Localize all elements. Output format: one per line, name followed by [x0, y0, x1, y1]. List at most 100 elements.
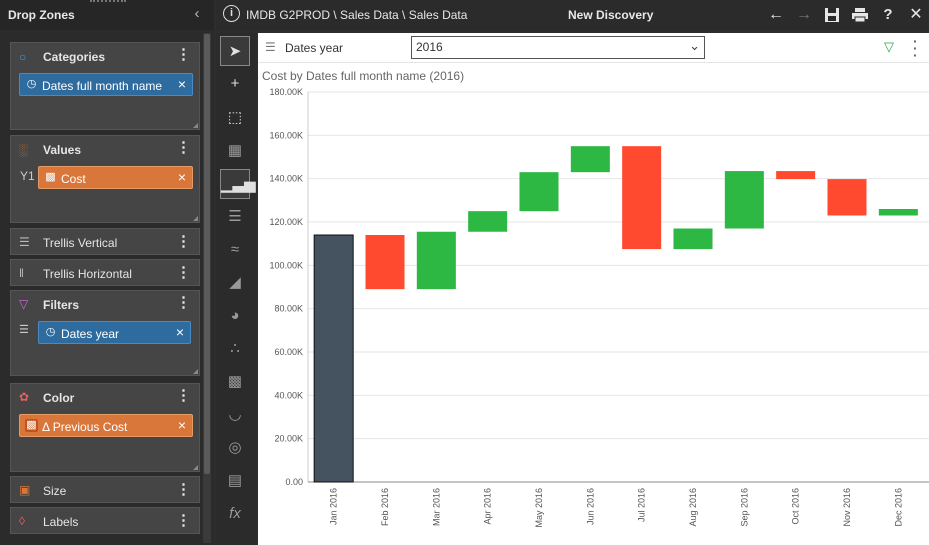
resize-corner — [193, 123, 198, 128]
waterfall-bar — [468, 211, 508, 232]
values-zone[interactable]: ░ Values ⋮ Y1 ▩ Cost × — [10, 135, 200, 223]
pivot-table-icon[interactable]: ▤ — [227, 472, 243, 489]
filters-menu-icon[interactable]: ⋮ — [176, 294, 191, 311]
size-label: Size — [43, 484, 67, 498]
bar-chart-icon[interactable]: ☰ — [228, 208, 242, 225]
tag-icon: ◊ — [19, 514, 25, 528]
trellis-horizontal-zone[interactable]: ‖ Trellis Horizontal ⋮ — [10, 259, 200, 286]
year-select[interactable]: 2016 ⌄ — [411, 36, 705, 59]
main-canvas: ☰ Dates year 2016 ⌄ ▽ · · · Cost by Dates … — [258, 33, 929, 545]
line-chart-icon[interactable]: ≈ — [230, 241, 240, 258]
save-icon[interactable] — [821, 4, 843, 26]
formula-chart-icon[interactable]: fx — [229, 505, 241, 522]
trellis-vertical-icon: ☰ — [19, 235, 30, 249]
values-label: Values — [43, 143, 82, 157]
move-crosshair-icon[interactable]: + — [230, 75, 240, 92]
treemap-icon[interactable]: ▩ — [227, 373, 243, 390]
labels-menu-icon[interactable]: ⋮ — [176, 512, 191, 529]
y-tick-label: 180.00K — [269, 87, 303, 97]
funnel-icon[interactable]: ▽ — [884, 39, 894, 54]
chip-label: Δ Previous Cost — [42, 420, 128, 434]
chip-label: Dates full month name — [42, 79, 163, 93]
panel-grip[interactable] — [90, 0, 126, 2]
remove-chip-icon[interactable]: × — [177, 417, 186, 433]
x-tick-label: Aug 2016 — [688, 488, 698, 527]
area-chart-icon[interactable]: ◢ — [229, 274, 241, 291]
y-tick-label: 120.00K — [269, 217, 303, 227]
trellis-vertical-label: Trellis Vertical — [43, 236, 118, 250]
y-tick-label: 40.00K — [274, 390, 303, 400]
y1-axis-marker: Y1 — [20, 169, 35, 183]
grid-table-icon[interactable]: ▦ — [227, 142, 243, 159]
measure-icon: ▩ — [45, 171, 56, 183]
scatter-chart-icon[interactable]: ∴ — [230, 340, 240, 357]
drop-zones-panel: Drop Zones ‹ ○ Categories ⋮ ◷ Dates full… — [0, 0, 214, 545]
remove-chip-icon[interactable]: × — [177, 169, 186, 185]
categories-menu-icon[interactable]: ⋮ — [176, 46, 191, 63]
remove-chip-icon[interactable]: × — [177, 76, 186, 92]
more-options-icon[interactable]: · · · — [913, 33, 918, 63]
chevron-down-icon: ⌄ — [689, 38, 700, 53]
filter-list-icon: ☰ — [19, 324, 29, 336]
category-icon: ○ — [19, 50, 27, 64]
print-icon[interactable] — [849, 4, 871, 26]
labels-zone[interactable]: ◊ Labels ⋮ — [10, 507, 200, 534]
pie-chart-icon[interactable]: ◕ — [230, 307, 240, 324]
chip-label: Dates year — [61, 327, 120, 341]
trellis-horizontal-label: Trellis Horizontal — [43, 267, 132, 281]
filters-zone[interactable]: ▽ Filters ⋮ ☰ ◷ Dates year × — [10, 290, 200, 376]
select-pointer-icon[interactable]: ➤ — [220, 36, 250, 66]
forward-arrow-icon[interactable]: → — [796, 6, 812, 23]
help-icon[interactable]: ? — [883, 6, 893, 23]
waterfall-bar — [313, 234, 354, 483]
trellis-horizontal-menu-icon[interactable]: ⋮ — [176, 264, 191, 281]
remove-chip-icon[interactable]: × — [175, 324, 184, 340]
resize-corner — [193, 216, 198, 221]
column-chart-icon[interactable]: ▁▃▅ — [220, 169, 256, 199]
waterfall-bar — [827, 179, 867, 216]
dates-full-month-name-chip[interactable]: ◷ Dates full month name × — [19, 73, 193, 96]
waterfall-bar — [673, 228, 713, 250]
lasso-select-icon[interactable]: ⬚ — [227, 109, 243, 126]
previous-cost-chip[interactable]: ▩ Δ Previous Cost × — [19, 414, 193, 437]
discovery-title: New Discovery — [568, 8, 654, 22]
collapse-chevron-icon[interactable]: ‹ — [194, 5, 200, 22]
size-zone[interactable]: ▣ Size ⋮ — [10, 476, 200, 503]
waterfall-bar — [622, 146, 662, 250]
resize-corner — [193, 465, 198, 470]
trellis-horizontal-icon: ‖ — [19, 266, 24, 280]
selected-year: 2016 — [416, 40, 443, 54]
waterfall-bar — [724, 171, 764, 229]
scrollbar-thumb[interactable] — [204, 34, 210, 474]
waterfall-bar — [878, 209, 918, 216]
x-tick-label: May 2016 — [534, 488, 544, 528]
visual-tools-strip: ➤ + ⬚ ▦ ▁▃▅ ☰ ≈ ◢ ◕ ∴ ▩ ◡ ◎ ▤ fx — [216, 33, 256, 545]
waterfall-bar — [570, 146, 610, 173]
breadcrumb: IMDB G2PROD \ Sales Data \ Sales Data — [246, 8, 468, 22]
trellis-vertical-menu-icon[interactable]: ⋮ — [176, 233, 191, 250]
values-menu-icon[interactable]: ⋮ — [176, 139, 191, 156]
dates-year-chip[interactable]: ◷ Dates year × — [38, 321, 191, 344]
back-arrow-icon[interactable]: ← — [768, 6, 784, 23]
x-tick-label: Dec 2016 — [893, 488, 903, 527]
size-menu-icon[interactable]: ⋮ — [176, 481, 191, 498]
drop-zones-header: Drop Zones ‹ — [0, 0, 214, 30]
color-zone[interactable]: ✿ Color ⋮ ▩ Δ Previous Cost × — [10, 383, 200, 472]
filter-icon: ▽ — [19, 297, 29, 311]
close-icon[interactable]: ✕ — [909, 6, 923, 23]
gauge-icon[interactable]: ◡ — [228, 406, 242, 423]
info-icon[interactable]: i — [223, 5, 240, 22]
color-menu-icon[interactable]: ⋮ — [176, 387, 191, 404]
trellis-vertical-zone[interactable]: ☰ Trellis Vertical ⋮ — [10, 228, 200, 255]
waterfall-bar — [776, 171, 816, 180]
globe-map-icon[interactable]: ◎ — [228, 439, 242, 456]
waterfall-bar — [365, 235, 405, 290]
waterfall-bar — [416, 231, 456, 290]
categories-zone[interactable]: ○ Categories ⋮ ◷ Dates full month name × — [10, 42, 200, 130]
x-tick-label: Feb 2016 — [380, 488, 390, 526]
x-tick-label: Jul 2016 — [637, 488, 647, 522]
filter-label: Dates year — [285, 41, 344, 55]
x-tick-label: Jun 2016 — [585, 488, 595, 525]
y-tick-label: 160.00K — [269, 130, 303, 140]
cost-chip[interactable]: ▩ Cost × — [38, 166, 193, 189]
